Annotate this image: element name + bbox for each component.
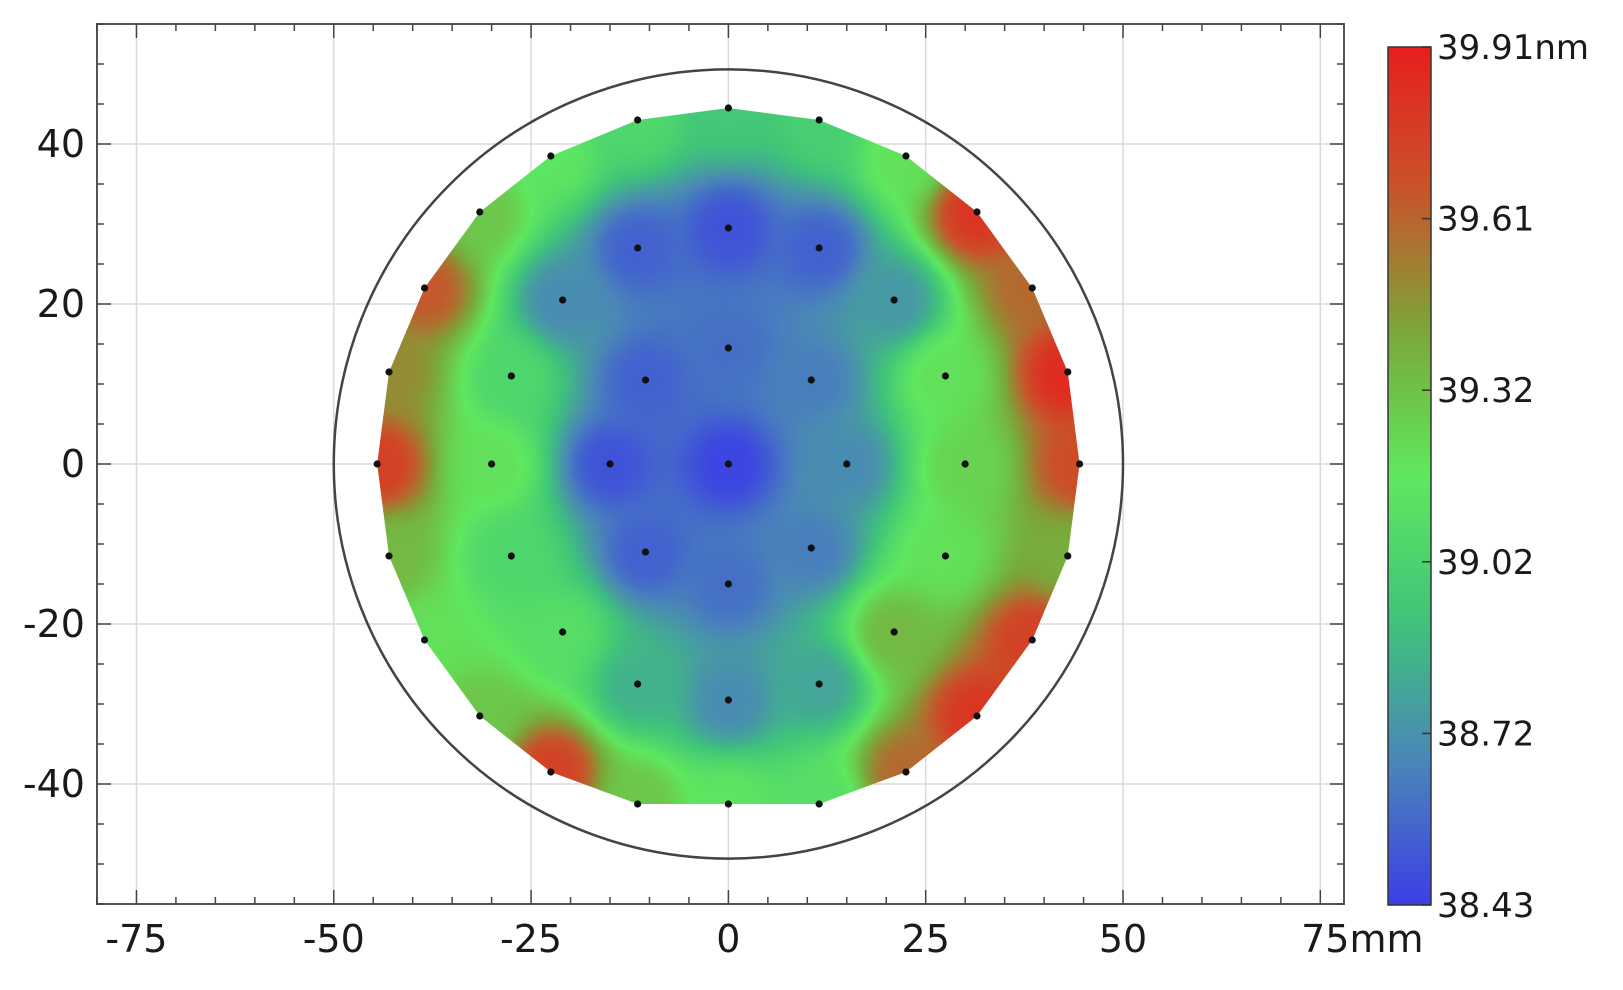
colorbar bbox=[1387, 46, 1432, 906]
measurement-point-22 bbox=[724, 800, 732, 808]
measurement-point-16 bbox=[1028, 636, 1036, 644]
measurement-point-0 bbox=[724, 104, 732, 112]
colorbar-label: 38.72 bbox=[1437, 714, 1534, 754]
measurement-point-30 bbox=[941, 372, 950, 380]
x-tick-label: -25 bbox=[500, 917, 562, 961]
colorbar-label: 39.91nm bbox=[1437, 28, 1589, 68]
colorbar-labels: 39.91nm 39.61 39.32 39.02 38.72 38.43 bbox=[1437, 28, 1589, 926]
colorbar-tick-marks bbox=[1422, 46, 1431, 906]
measurement-point-26 bbox=[815, 244, 823, 252]
colorbar-label: 39.32 bbox=[1437, 371, 1534, 411]
measurement-point-27 bbox=[559, 296, 567, 304]
x-tick-label: 0 bbox=[716, 917, 740, 961]
measurement-point-42 bbox=[807, 376, 815, 384]
measurement-point-10 bbox=[1064, 368, 1072, 376]
y-axis-tick-labels: 40 20 0 -20 -40 bbox=[23, 122, 85, 806]
measurement-point-21 bbox=[634, 800, 642, 808]
measurement-point-8 bbox=[1028, 284, 1036, 292]
heatmap-surface bbox=[377, 108, 1080, 804]
measurement-point-46 bbox=[641, 548, 650, 556]
measurement-point-39 bbox=[724, 696, 732, 704]
measurement-point-24 bbox=[724, 224, 732, 232]
measurement-points bbox=[373, 104, 1084, 808]
measurement-point-48 bbox=[724, 580, 732, 588]
measurement-point-7 bbox=[420, 284, 429, 292]
colorbar-label: 39.61 bbox=[1437, 200, 1534, 240]
x-tick-label: -75 bbox=[105, 917, 167, 961]
wafer-outline bbox=[332, 68, 1125, 860]
y-tick-label: 20 bbox=[37, 282, 85, 326]
measurement-point-45 bbox=[724, 460, 732, 468]
measurement-point-14 bbox=[1064, 552, 1072, 560]
measurement-point-25 bbox=[634, 244, 642, 252]
x-tick-label: 25 bbox=[902, 917, 950, 961]
measurement-point-36 bbox=[890, 628, 898, 636]
measurement-point-19 bbox=[547, 768, 555, 776]
y-tick-label: 40 bbox=[37, 122, 85, 166]
measurement-point-11 bbox=[373, 460, 381, 468]
measurement-point-9 bbox=[385, 368, 393, 376]
y-tick-label: -20 bbox=[23, 602, 85, 646]
y-tick-label: -40 bbox=[23, 762, 85, 806]
measurement-point-18 bbox=[973, 712, 981, 720]
measurement-point-13 bbox=[385, 552, 393, 560]
measurement-point-37 bbox=[634, 680, 642, 688]
x-axis-tick-labels: -75 -50 -25 0 25 50 75mm bbox=[105, 917, 1423, 961]
x-tick-label: 75mm bbox=[1301, 917, 1423, 961]
colorbar-label: 38.43 bbox=[1437, 886, 1534, 926]
measurement-point-2 bbox=[815, 116, 823, 124]
x-tick-label: -50 bbox=[303, 917, 365, 961]
measurement-point-1 bbox=[634, 116, 642, 124]
measurement-point-40 bbox=[724, 344, 732, 352]
measurement-point-31 bbox=[488, 460, 496, 468]
measurement-point-44 bbox=[843, 460, 851, 468]
measurement-point-34 bbox=[941, 552, 950, 560]
measurement-point-17 bbox=[476, 712, 484, 720]
measurement-point-32 bbox=[961, 460, 969, 468]
measurement-point-43 bbox=[606, 460, 614, 468]
measurement-point-29 bbox=[507, 372, 515, 380]
measurement-point-33 bbox=[507, 552, 515, 560]
measurement-point-47 bbox=[807, 544, 815, 552]
measurement-point-23 bbox=[815, 800, 823, 808]
measurement-point-35 bbox=[559, 628, 567, 636]
y-tick-label: 0 bbox=[61, 442, 85, 486]
x-tick-label: 50 bbox=[1099, 917, 1147, 961]
measurement-point-4 bbox=[902, 152, 910, 160]
measurement-point-38 bbox=[815, 680, 823, 688]
minor-ticks bbox=[96, 23, 1344, 905]
measurement-point-5 bbox=[476, 208, 484, 216]
measurement-point-12 bbox=[1076, 460, 1084, 468]
measurement-point-15 bbox=[420, 636, 429, 644]
measurement-point-6 bbox=[973, 208, 981, 216]
measurement-point-3 bbox=[547, 152, 555, 160]
colorbar-label: 39.02 bbox=[1437, 543, 1534, 583]
measurement-point-20 bbox=[902, 768, 910, 776]
measurement-point-41 bbox=[641, 376, 650, 384]
measurement-point-28 bbox=[890, 296, 898, 304]
